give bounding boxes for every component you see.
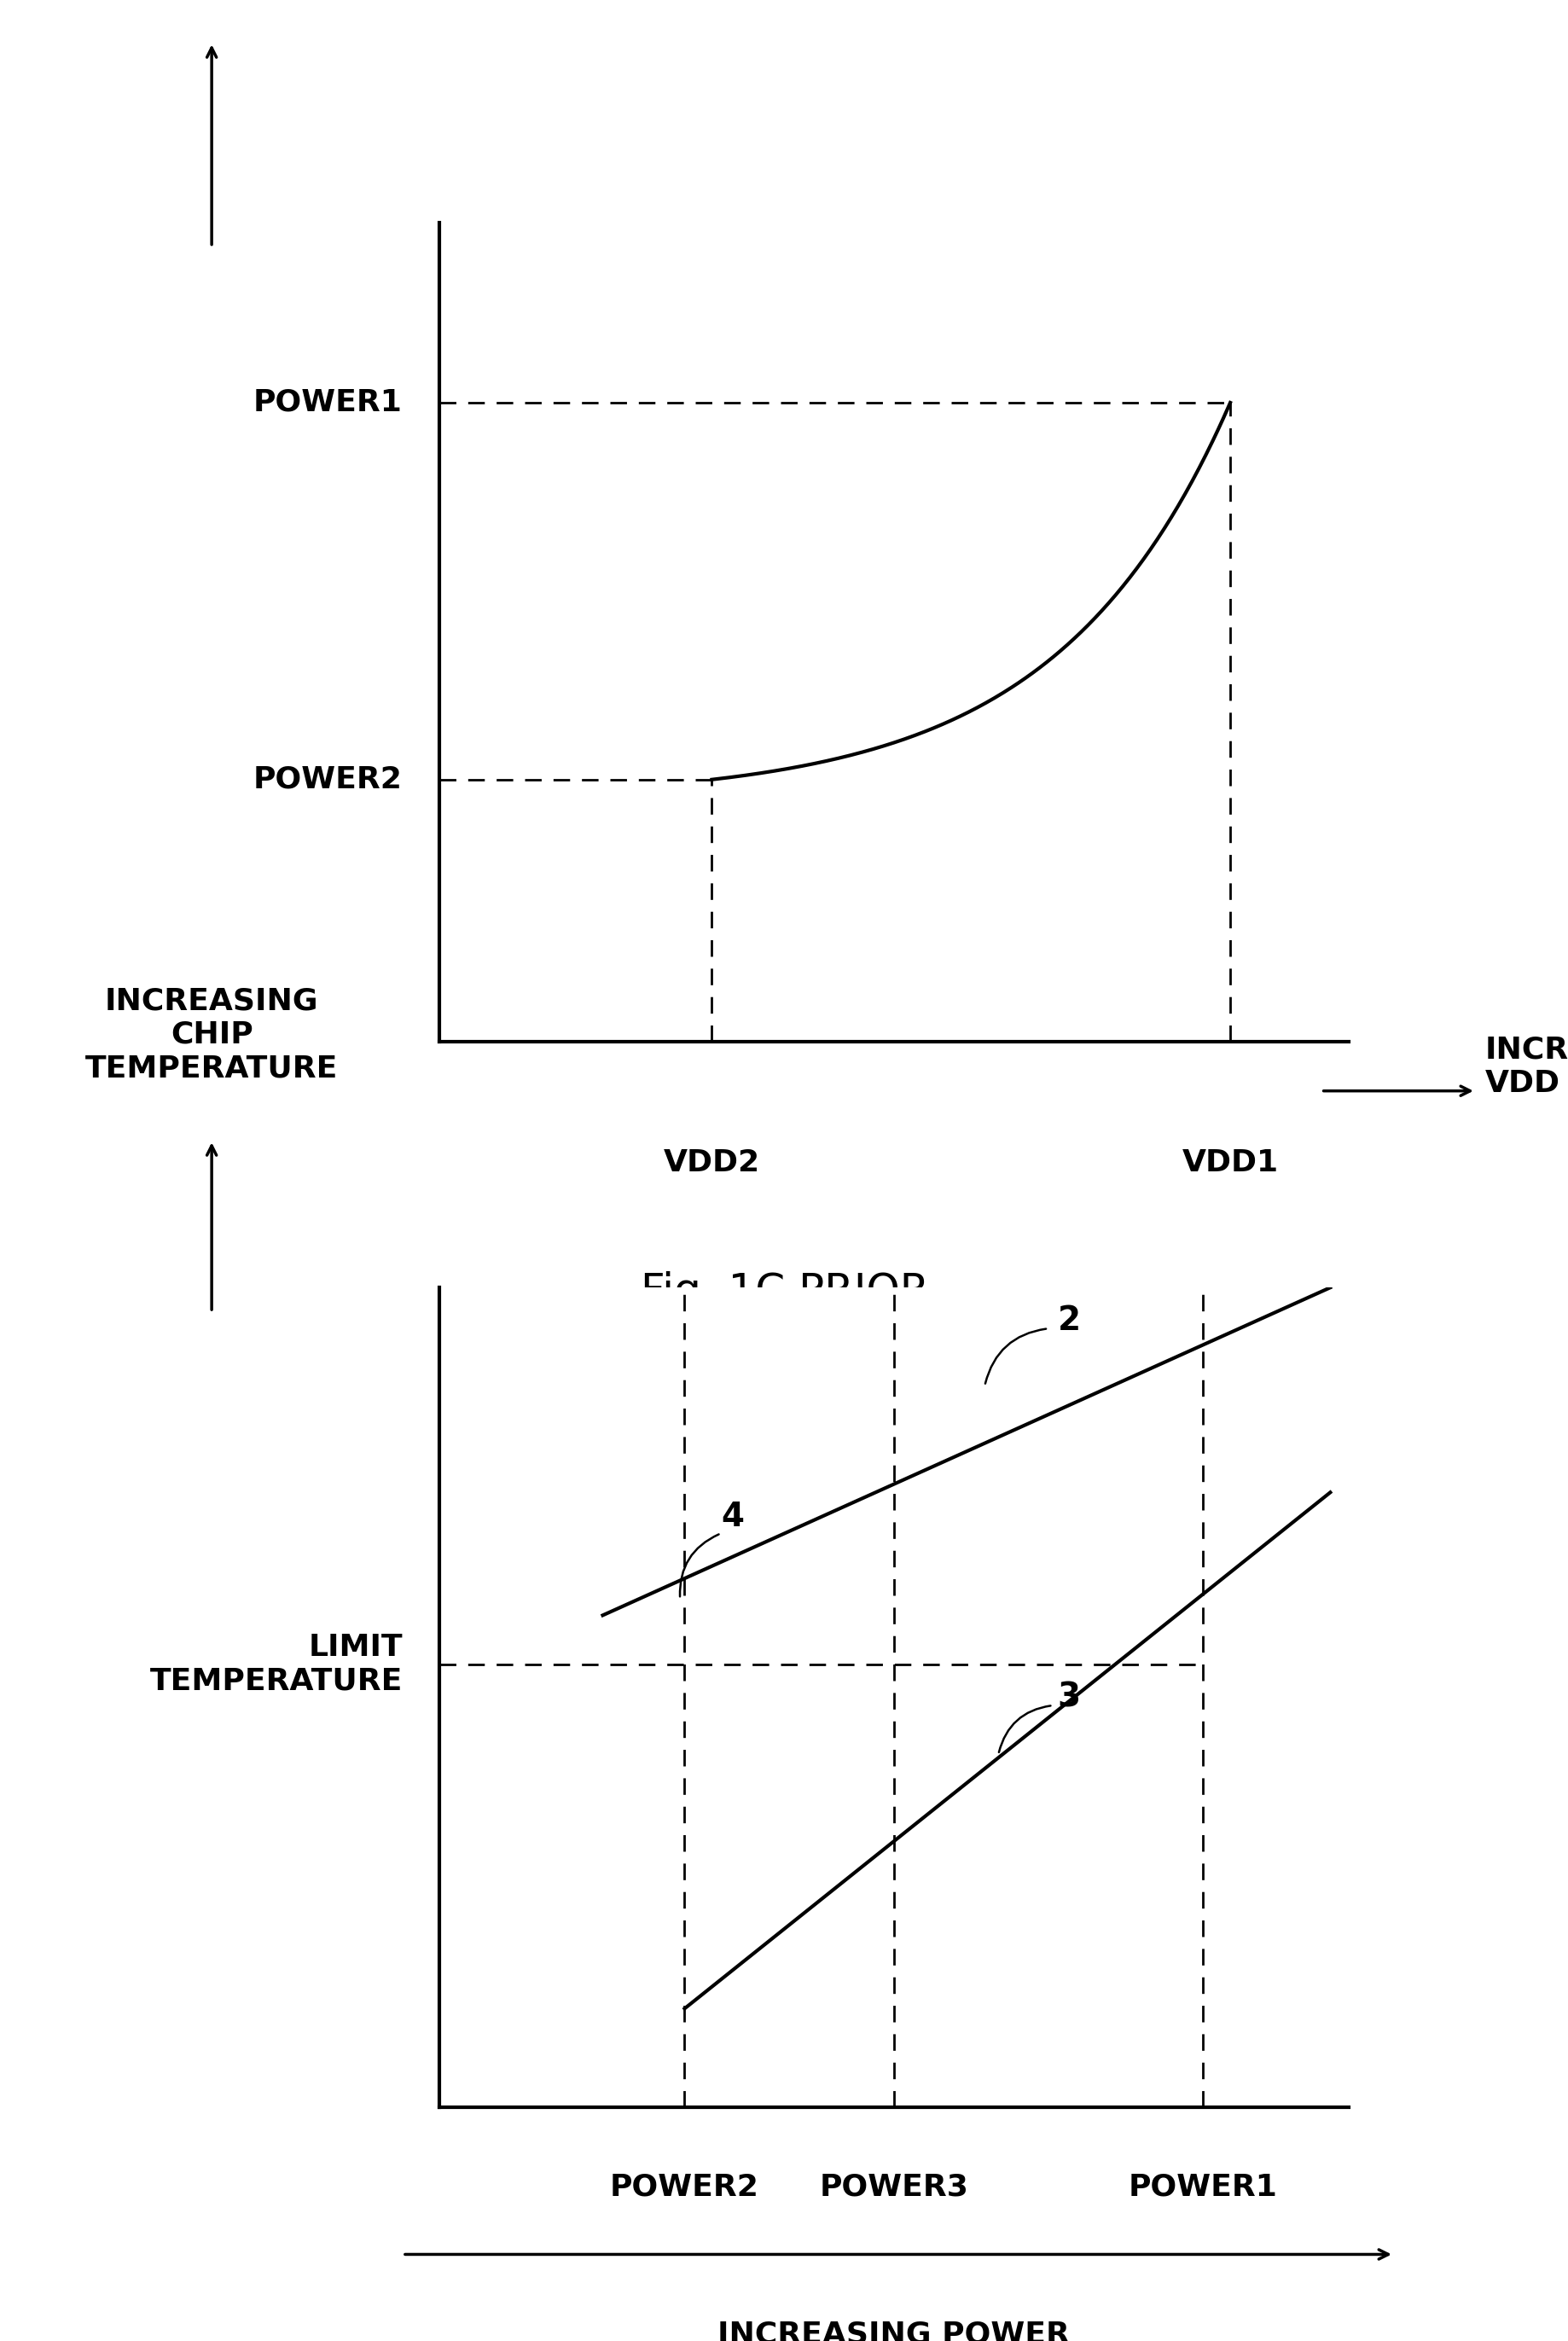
Text: POWER2: POWER2 xyxy=(610,2172,759,2201)
Text: VDD2: VDD2 xyxy=(663,1149,760,1178)
Text: INCREASING
CHIP
TEMPERATURE: INCREASING CHIP TEMPERATURE xyxy=(85,986,339,1082)
Text: VDD1: VDD1 xyxy=(1182,1149,1278,1178)
Text: POWER3: POWER3 xyxy=(818,2172,969,2201)
Text: LIMIT
TEMPERATURE: LIMIT TEMPERATURE xyxy=(151,1634,403,1695)
Text: Fig. 1C PRIOR: Fig. 1C PRIOR xyxy=(640,1271,928,1311)
Text: ART: ART xyxy=(743,1386,825,1426)
Text: INCREASING
VDD: INCREASING VDD xyxy=(1485,1035,1568,1098)
Text: INCREASING POWER: INCREASING POWER xyxy=(718,2320,1069,2341)
Text: POWER1: POWER1 xyxy=(254,389,403,417)
Text: POWER2: POWER2 xyxy=(254,766,403,794)
Text: POWER1: POWER1 xyxy=(1129,2172,1278,2201)
Text: 2: 2 xyxy=(1057,1304,1080,1337)
Text: 3: 3 xyxy=(1057,1681,1080,1714)
Text: 4: 4 xyxy=(721,1501,743,1533)
